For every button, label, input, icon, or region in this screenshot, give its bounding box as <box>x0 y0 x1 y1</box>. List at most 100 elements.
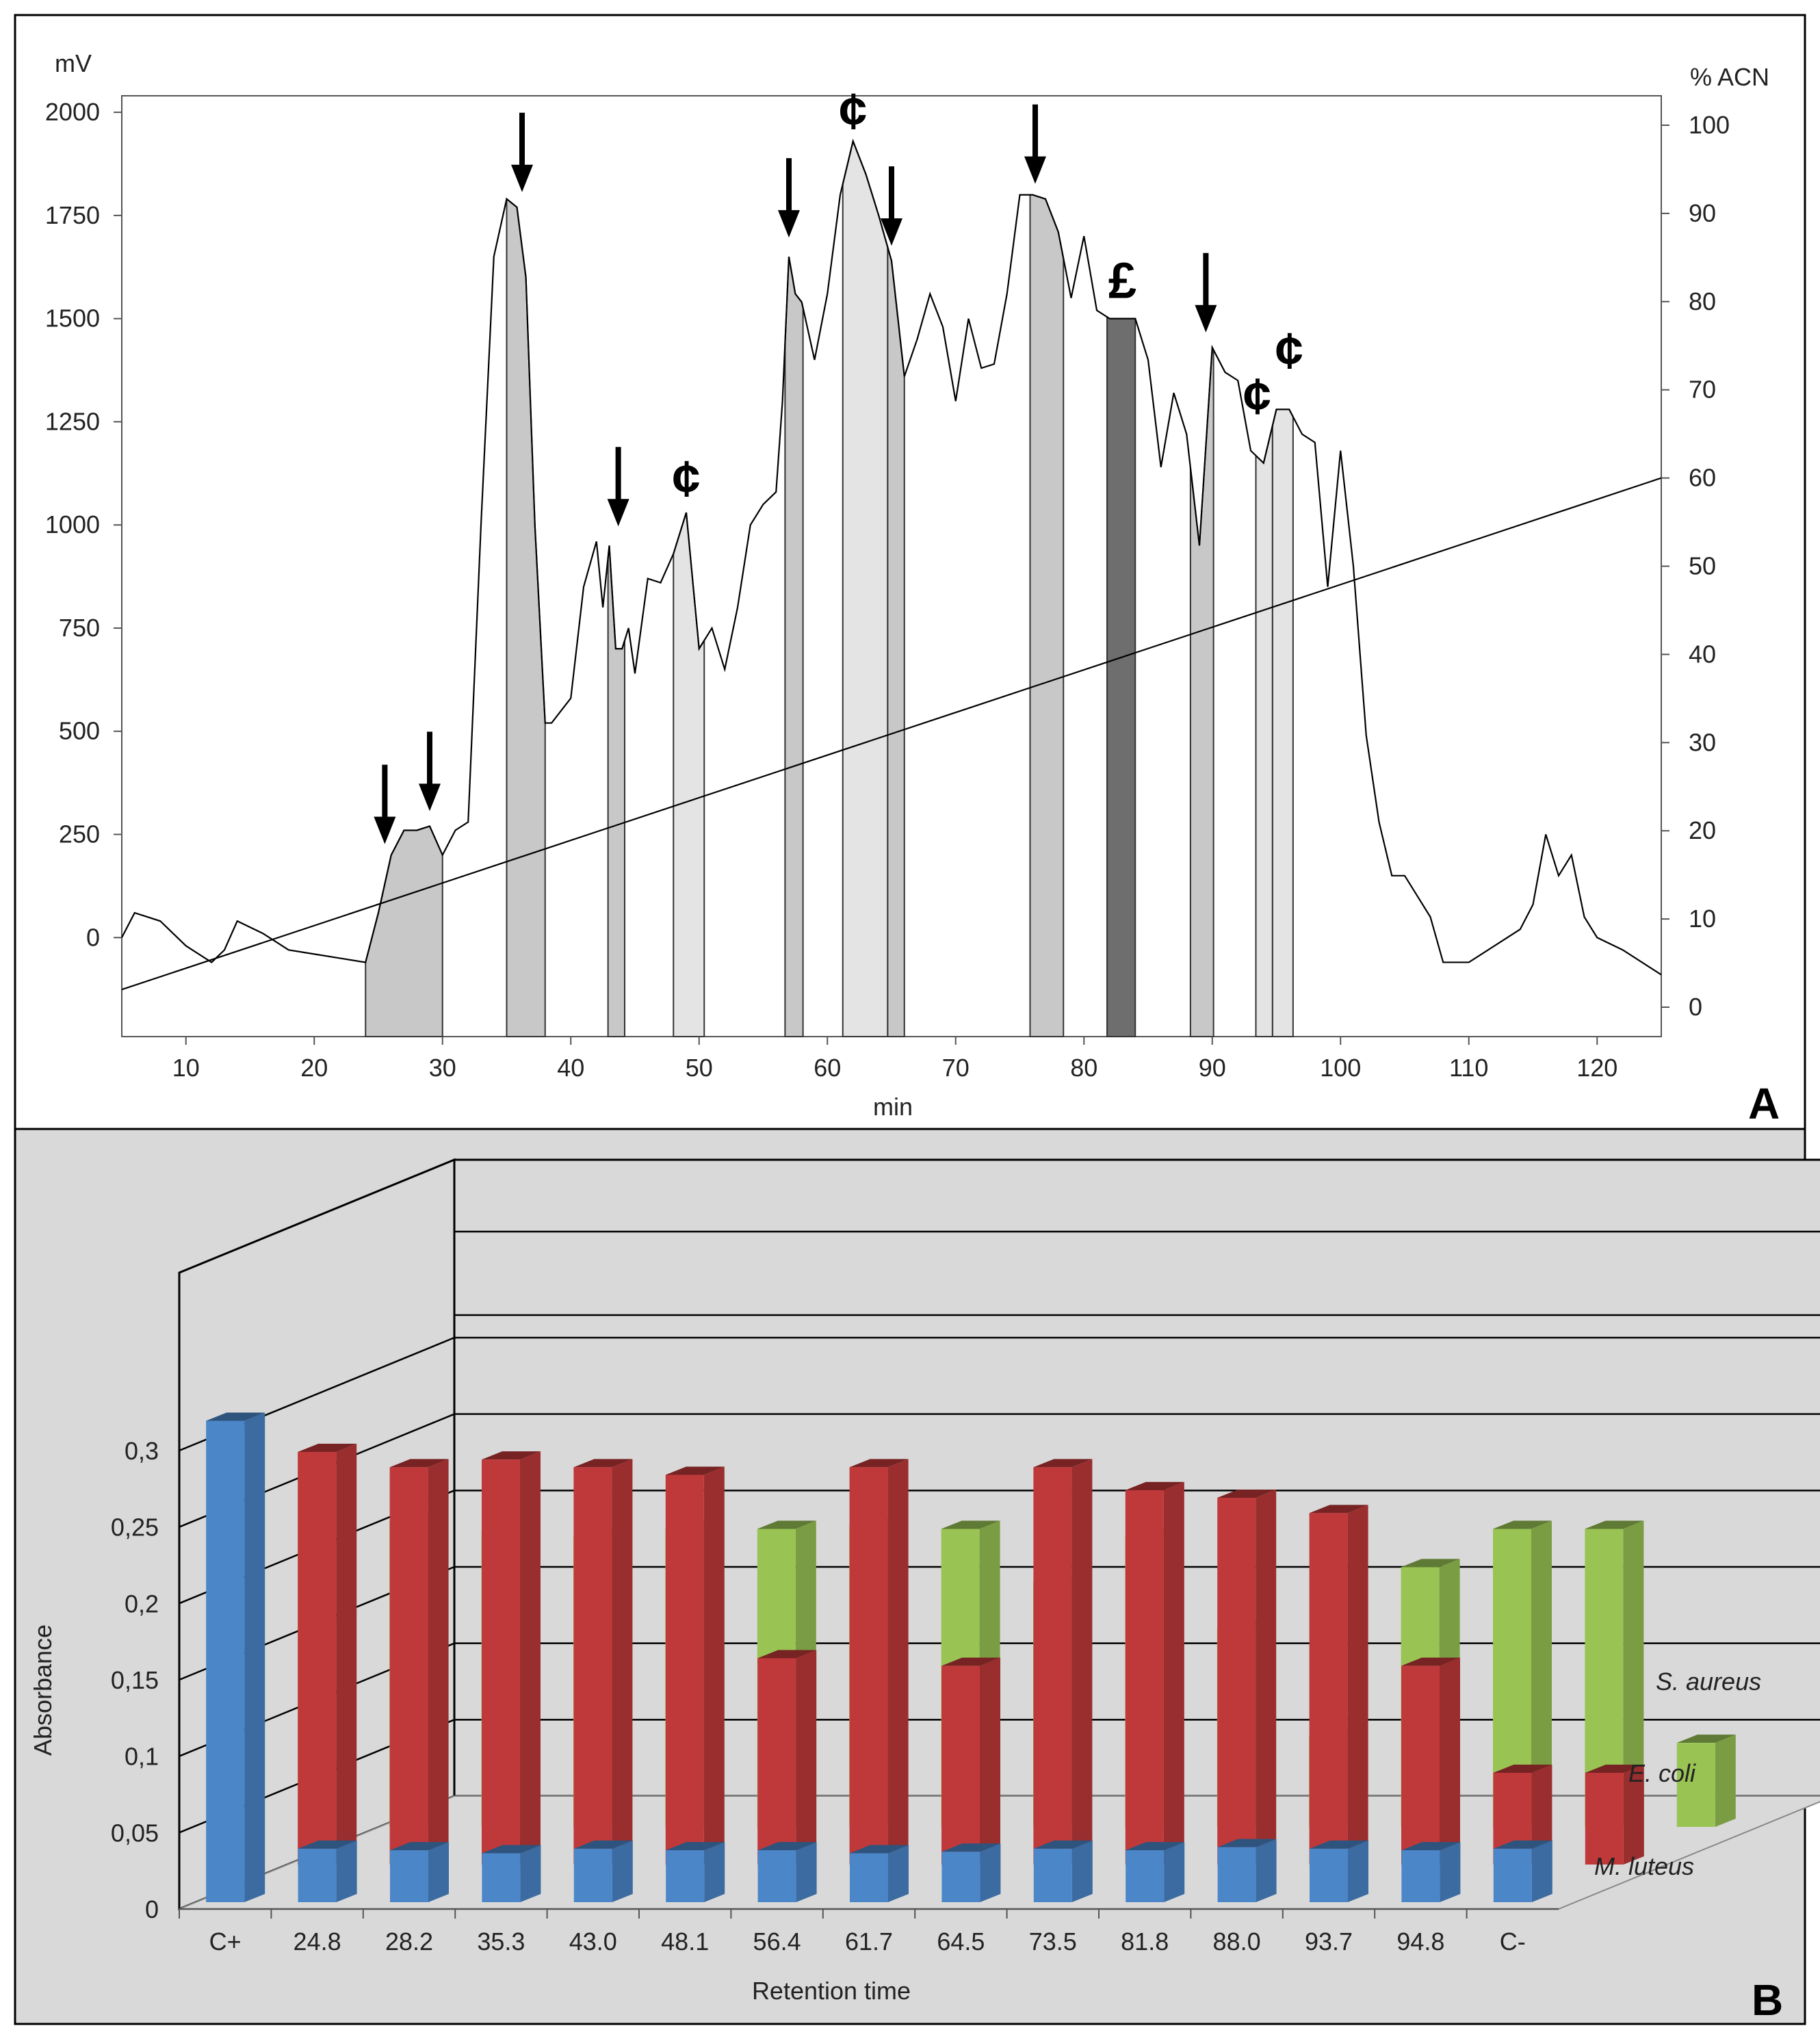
bar-front <box>665 1475 704 1865</box>
bar-top <box>1401 1559 1460 1568</box>
bar-top <box>1217 1839 1277 1847</box>
shaded-fraction <box>1106 315 1136 1037</box>
x-tick-label: 80 <box>1070 1054 1097 1082</box>
bar <box>1310 1840 1368 1902</box>
x-tick-label: 50 <box>686 1054 713 1082</box>
bar-side <box>796 1842 817 1902</box>
shaded-fraction <box>1255 425 1273 1037</box>
category-label: C- <box>1500 1927 1526 1956</box>
y-right-tick-label: 0 <box>1689 993 1702 1021</box>
bar-top <box>1493 1840 1552 1849</box>
bar-side <box>1071 1840 1093 1902</box>
y-right-tick-label: 20 <box>1689 816 1716 844</box>
y-right-tick-label: 50 <box>1689 552 1716 580</box>
bar <box>1676 1735 1736 1827</box>
bar-front <box>1033 1848 1072 1902</box>
bar-front <box>390 1850 428 1902</box>
bar-front <box>482 1459 520 1865</box>
x-tick-label: 40 <box>557 1054 584 1082</box>
bar <box>757 1650 817 1865</box>
category-label: 88.0 <box>1213 1927 1261 1956</box>
series-label: E. coli <box>1628 1759 1696 1787</box>
bar <box>573 1840 633 1902</box>
bar-front <box>757 1850 796 1902</box>
bar-front <box>1493 1848 1532 1902</box>
peak-symbol: £ <box>1108 252 1136 309</box>
bar-top <box>849 1459 909 1468</box>
y-right-tick-label: 60 <box>1689 464 1716 492</box>
bar-front <box>850 1853 888 1902</box>
y-right-tick-label: 80 <box>1689 287 1716 315</box>
x-tick-label: 60 <box>814 1054 841 1082</box>
bar-side <box>1531 1520 1552 1827</box>
bar-front <box>206 1420 245 1902</box>
category-label: 73.5 <box>1029 1927 1077 1956</box>
peak-arrow <box>1195 252 1217 333</box>
bar-top <box>941 1520 1000 1529</box>
y-tick-label: 0 <box>145 1895 159 1923</box>
peak-symbol: ¢ <box>672 450 700 507</box>
peak-symbol: ¢ <box>1275 322 1303 379</box>
bar-front <box>1125 1490 1164 1865</box>
bar-side <box>336 1444 357 1865</box>
bar-front <box>482 1853 521 1902</box>
bar-top <box>850 1845 909 1854</box>
x-tick-label: 20 <box>300 1054 328 1082</box>
bar-side <box>704 1842 725 1902</box>
x-tick-label: 10 <box>172 1054 200 1082</box>
bar-front <box>1309 1513 1348 1865</box>
bar-top <box>389 1459 449 1468</box>
bar-top <box>757 1520 816 1529</box>
y-left-tick-label: 500 <box>59 717 100 745</box>
bar <box>850 1845 909 1902</box>
absorbance-trace <box>121 138 1662 976</box>
bar-front <box>389 1467 428 1865</box>
shaded-fraction <box>887 247 905 1037</box>
bar-top <box>390 1842 449 1851</box>
peak-arrow <box>419 731 441 811</box>
y-axis-title: Absorbance <box>29 1624 57 1756</box>
y-tick-label: 0,05 <box>111 1819 159 1847</box>
bar-top <box>1401 1657 1460 1666</box>
bar-front <box>1401 1665 1440 1865</box>
bar-side <box>1531 1765 1552 1865</box>
acn-gradient-line <box>121 477 1662 991</box>
bar-side <box>1440 1657 1460 1865</box>
bar-top <box>1033 1840 1093 1849</box>
bar-front <box>1310 1848 1348 1902</box>
panel-a-chromatogram: 10 20 30 40 50 60 70 80 90 100 110 1202000175015001… <box>45 49 1769 1121</box>
bar-top <box>757 1650 817 1659</box>
shaded-fraction <box>784 257 804 1037</box>
bar <box>1401 1842 1461 1902</box>
category-label: 93.7 <box>1305 1927 1353 1956</box>
bar-side <box>887 1459 909 1865</box>
peak-arrow <box>881 166 902 246</box>
y-right-tick-label: 70 <box>1689 376 1716 404</box>
bar-top <box>1493 1520 1552 1529</box>
bar-side <box>612 1840 633 1902</box>
bar-top <box>573 1840 633 1849</box>
bar-side <box>1623 1520 1644 1827</box>
x-tick-label: 30 <box>429 1054 456 1082</box>
bar <box>1033 1459 1093 1865</box>
y-tick-label: 0,15 <box>111 1666 159 1694</box>
peak-arrow <box>1024 104 1046 184</box>
bar-side <box>1071 1459 1093 1865</box>
bar <box>1309 1505 1368 1865</box>
bar-front <box>849 1467 888 1865</box>
bar-front <box>941 1852 980 1902</box>
panel-b-letter: B <box>1752 1975 1783 2025</box>
bar-side <box>1256 1839 1277 1902</box>
category-label: 94.8 <box>1396 1927 1444 1956</box>
x-tick-label: 110 <box>1449 1054 1488 1082</box>
category-label: 35.3 <box>477 1927 525 1956</box>
x-tick-label: 70 <box>942 1054 970 1082</box>
bar-front <box>298 1452 337 1865</box>
bar-side <box>1531 1840 1552 1902</box>
bar-front <box>941 1665 980 1865</box>
bar-top <box>1310 1840 1368 1849</box>
bar-top <box>941 1843 1001 1852</box>
y-left-tick-label: 2000 <box>45 98 100 126</box>
bar-top <box>1676 1735 1736 1743</box>
